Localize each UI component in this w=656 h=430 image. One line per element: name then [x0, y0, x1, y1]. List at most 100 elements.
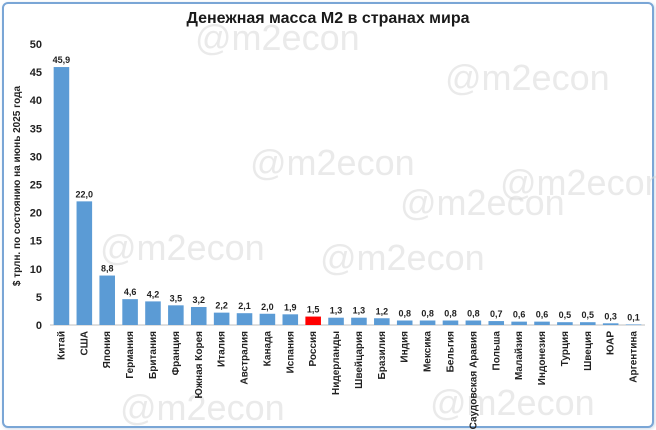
data-label: 0,5: [559, 310, 572, 320]
data-label: 0,1: [627, 312, 640, 322]
bar: [259, 313, 276, 325]
data-label: 0,8: [398, 309, 411, 319]
bar: [557, 322, 573, 325]
x-tick-label: Турция: [560, 331, 571, 367]
x-tick-label: Бразилия: [377, 331, 388, 380]
x-tick-label: Япония: [102, 331, 113, 369]
watermark-text: @m2econ: [445, 57, 610, 98]
bar: [419, 320, 436, 325]
data-label: 8,8: [101, 264, 114, 274]
watermarks: @m2econ@m2econ@m2econ@m2econ@m2econ@m2ec…: [100, 17, 656, 428]
bars: [53, 67, 642, 326]
data-label: 1,9: [284, 302, 297, 312]
x-tick-label: Британия: [148, 331, 159, 379]
bar: [213, 312, 230, 325]
watermark-text: @m2econ: [250, 142, 415, 183]
bar: [602, 323, 619, 325]
bar: [488, 321, 505, 325]
y-tick-label: 45: [30, 67, 42, 79]
watermark-text: @m2econ: [400, 182, 565, 223]
data-label: 0,8: [421, 309, 434, 319]
bar: [99, 275, 115, 325]
data-label: 3,5: [170, 293, 183, 303]
bar: [534, 321, 550, 325]
data-label: 4,2: [147, 289, 160, 299]
x-tick-label: Индонезия: [537, 331, 548, 385]
data-label: 3,2: [192, 295, 205, 305]
data-label: 0,8: [467, 309, 480, 319]
x-tick-label: Франция: [171, 331, 182, 376]
y-tick-label: 50: [30, 39, 42, 51]
bar: [442, 320, 459, 325]
value-labels: 45,9 22,0 8,8 4,6 4,2 3,5 3,2 2,2 2,1 2,0 1,9 1,5 1,…: [53, 55, 640, 322]
y-tick-label: 10: [30, 264, 42, 276]
x-tick-label: Германия: [125, 331, 136, 379]
y-tick-label: 40: [30, 95, 42, 107]
bar: [328, 317, 344, 325]
x-tick-label: Канада: [262, 331, 273, 367]
data-label: 4,6: [124, 287, 137, 297]
watermark-text: @m2econ: [100, 227, 265, 268]
y-tick-label: 5: [36, 292, 42, 304]
bar: [236, 313, 253, 325]
x-tick-label: Россия: [308, 331, 319, 367]
x-tick-label: Испания: [285, 331, 296, 374]
x-tick-label: Малайзия: [514, 331, 525, 380]
x-tick-label: Саудовская Аравия: [468, 331, 479, 430]
x-tick-label: ЮАР: [606, 331, 617, 355]
y-axis-label: $ трлн. по состоянию на июнь 2025 года: [12, 86, 23, 287]
data-label: 0,8: [444, 309, 457, 319]
x-tick-label: Нидерланды: [331, 331, 342, 395]
watermark-text: @m2econ: [320, 237, 485, 278]
data-label: 0,5: [582, 310, 595, 320]
data-label: 0,7: [490, 309, 503, 319]
data-label: 22,0: [76, 189, 94, 199]
data-label: 1,3: [353, 306, 366, 316]
data-label: 2,2: [215, 301, 228, 311]
y-tick-label: 25: [30, 180, 42, 192]
x-tick-label: Индия: [400, 331, 411, 363]
bar: [351, 317, 367, 325]
bar: [190, 307, 207, 325]
x-tick-label: Италия: [217, 331, 228, 367]
y-tick-label: 15: [30, 236, 42, 248]
x-tick-label: Китай: [56, 331, 67, 360]
x-tick-label: Швейцария: [354, 331, 365, 389]
x-tick-labels: Китай США Япония Германия Британия Франция Южн…: [56, 331, 639, 430]
chart-title: Денежная масса М2 в странах мира: [186, 10, 470, 27]
x-tick-label: Мексика: [423, 331, 434, 372]
bar: [305, 316, 321, 325]
bar: [465, 320, 482, 325]
x-tick-label: Аргентина: [629, 331, 640, 383]
bar: [580, 322, 596, 325]
watermark-text: @m2econ: [500, 162, 656, 203]
x-tick-label: США: [79, 331, 90, 356]
bar: [396, 320, 413, 325]
x-tick-label: Бельгия: [445, 331, 456, 373]
data-label: 0,3: [604, 311, 617, 321]
bar: [374, 318, 390, 325]
bar: [53, 67, 70, 326]
y-tick-label: 30: [30, 151, 42, 163]
bar: [122, 299, 138, 325]
data-label: 1,3: [330, 306, 343, 316]
watermark-text: @m2econ: [120, 387, 285, 428]
watermark-text: @m2econ: [195, 17, 360, 58]
y-tick-label: 20: [30, 208, 42, 220]
y-tick-label: 35: [30, 123, 42, 135]
data-label: 1,2: [376, 306, 389, 316]
data-label: 2,0: [261, 302, 274, 312]
x-tick-label: Австралия: [240, 331, 251, 385]
data-label: 0,6: [536, 310, 549, 320]
data-label: 45,9: [53, 55, 71, 65]
x-tick-label: Южная Корея: [194, 331, 205, 399]
bar: [625, 324, 642, 326]
bar: [76, 201, 93, 325]
data-label: 1,5: [307, 305, 320, 315]
watermark-text: @m2econ: [430, 382, 595, 423]
data-label: 0,6: [513, 310, 526, 320]
bar: [282, 314, 299, 325]
bar: [168, 305, 184, 325]
